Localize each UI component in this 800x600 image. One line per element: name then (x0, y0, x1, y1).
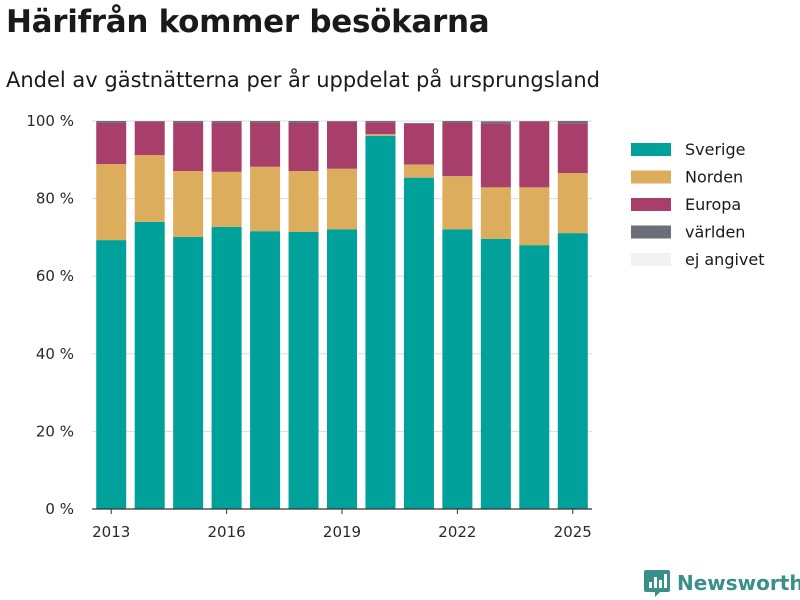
bar-segment (211, 121, 242, 123)
bars-group (96, 121, 588, 509)
bar-segment (365, 122, 396, 135)
bar-segment (519, 187, 550, 246)
bar-segment (327, 121, 357, 122)
bar-segment (403, 177, 434, 509)
bar-segment (288, 121, 319, 123)
bar-segment (480, 123, 511, 188)
y-tick-label: 40 % (36, 345, 74, 363)
bar-segment (442, 229, 473, 509)
y-tick-label: 20 % (36, 422, 74, 440)
x-tick-label: 2013 (92, 523, 130, 541)
legend-swatch (631, 170, 671, 184)
bar-segment (480, 238, 511, 509)
bar-segment (250, 122, 281, 167)
bar-segment (96, 164, 127, 241)
legend-label: Europa (685, 195, 741, 214)
bar-segment (403, 122, 434, 124)
x-tick-label: 2019 (323, 523, 361, 541)
bar-segment (134, 155, 165, 222)
bar-segment (211, 122, 242, 172)
bar-segment (288, 122, 319, 172)
bar-segment (519, 245, 550, 509)
chart-title: Härifrån kommer besökarna (6, 4, 490, 40)
bar-segment (365, 121, 396, 123)
y-tick-label: 80 % (36, 190, 74, 208)
bar-segment (442, 176, 473, 230)
bar-segment (519, 121, 550, 188)
bar-segment (327, 229, 357, 509)
bar-segment (134, 121, 165, 122)
bar-segment (365, 134, 396, 136)
bar-segment (250, 121, 281, 123)
bar-segment (557, 121, 588, 124)
bar-segment (519, 121, 550, 122)
legend-swatch (631, 198, 671, 211)
legend-label: ej angivet (685, 250, 765, 269)
bar-segment (365, 135, 396, 509)
legend-swatch (631, 225, 671, 239)
bar-segment (557, 123, 588, 173)
chart-subtitle: Andel av gästnätterna per år uppdelat på… (6, 68, 600, 92)
bar-segment (134, 221, 165, 509)
y-tick-label: 60 % (36, 267, 74, 285)
brand: Newsworthy (643, 568, 800, 598)
bar-segment (96, 122, 127, 165)
bar-segment (327, 121, 357, 169)
bar-segment (250, 166, 281, 232)
y-axis: 0 % 20 % 40 % 60 % 80 % 100 % (26, 112, 74, 518)
x-tick-label: 2016 (208, 523, 246, 541)
bar-segment (403, 123, 434, 165)
bar-segment (442, 121, 473, 123)
bar-segment (250, 231, 281, 509)
bar-segment (288, 171, 319, 232)
legend-label: Sverige (685, 140, 746, 159)
bar-segment (442, 122, 473, 177)
x-tick-label: 2025 (554, 523, 592, 541)
legend-swatch (631, 253, 671, 266)
bar-segment (173, 237, 204, 509)
bar-segment (557, 172, 588, 234)
bar-segment (173, 171, 204, 238)
brand-name: Newsworthy (677, 571, 800, 595)
bar-segment (211, 171, 242, 227)
bar-segment (327, 168, 357, 230)
legend-label: Norden (685, 168, 743, 187)
legend-swatch (631, 143, 671, 156)
bar-segment (173, 122, 204, 172)
bar-segment (173, 121, 204, 123)
x-axis: 2013 2016 2019 2022 2025 (92, 508, 592, 541)
bar-segment (211, 226, 242, 509)
bar-segment (403, 164, 434, 178)
bar-segment (480, 121, 511, 124)
bar-segment (557, 233, 588, 509)
y-tick-label: 0 % (45, 500, 74, 518)
y-tick-label: 100 % (26, 112, 74, 130)
bar-segment (288, 231, 319, 509)
legend-label: världen (685, 223, 745, 242)
x-tick-label: 2022 (438, 523, 476, 541)
bar-segment (96, 121, 127, 123)
legend: Sverige Norden Europa världen ej angivet (631, 140, 765, 269)
bar-segment (480, 187, 511, 239)
bar-segment (96, 240, 127, 509)
bar-segment (134, 121, 165, 156)
newsworthy-logo-icon (644, 570, 670, 597)
